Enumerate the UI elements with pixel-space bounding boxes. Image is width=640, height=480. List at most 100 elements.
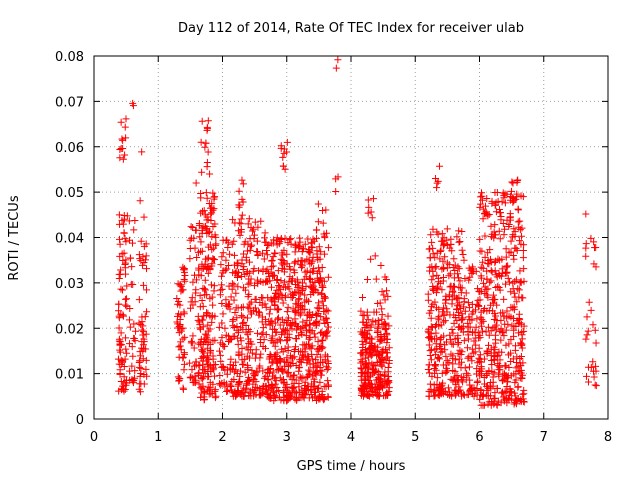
data-point: [223, 370, 231, 378]
data-point: [324, 244, 332, 252]
data-point: [244, 314, 252, 322]
data-point: [320, 277, 328, 285]
data-point: [197, 393, 205, 401]
data-point: [516, 355, 524, 363]
data-point: [209, 189, 217, 197]
data-point: [202, 189, 210, 197]
data-point: [256, 309, 264, 317]
data-point: [204, 373, 212, 381]
data-point: [436, 381, 444, 389]
data-point: [247, 298, 255, 306]
data-point: [206, 384, 214, 392]
data-point: [295, 282, 303, 290]
data-point: [298, 262, 306, 270]
data-point: [284, 368, 292, 376]
data-point: [373, 308, 381, 316]
data-point: [126, 254, 134, 262]
data-point: [440, 264, 448, 272]
data-point: [478, 189, 486, 197]
data-point: [435, 316, 443, 324]
data-point: [266, 305, 274, 313]
data-point: [432, 289, 440, 297]
data-point: [198, 168, 206, 176]
data-point: [443, 259, 451, 267]
data-point: [240, 263, 248, 271]
data-point: [496, 235, 504, 243]
data-point: [298, 279, 306, 287]
data-point: [495, 348, 503, 356]
data-point: [306, 249, 314, 257]
data-point: [491, 221, 499, 229]
data-point: [129, 99, 137, 107]
data-point: [271, 342, 279, 350]
data-point: [450, 375, 458, 383]
data-point: [323, 306, 331, 314]
data-point: [460, 295, 468, 303]
data-point: [257, 217, 265, 225]
data-point: [229, 216, 237, 224]
data-point: [432, 329, 440, 337]
data-point: [263, 251, 271, 259]
data-point: [212, 392, 220, 400]
data-point: [227, 293, 235, 301]
data-point: [211, 220, 219, 228]
data-point: [488, 197, 496, 205]
data-point: [364, 209, 372, 217]
data-point: [517, 340, 525, 348]
data-point: [496, 356, 504, 364]
data-point: [216, 381, 224, 389]
data-point: [135, 358, 143, 366]
data-point: [497, 316, 505, 324]
data-point: [314, 200, 322, 208]
data-point: [483, 370, 491, 378]
data-point: [492, 283, 500, 291]
data-point: [251, 304, 259, 312]
data-point: [518, 224, 526, 232]
data-point: [238, 389, 246, 397]
data-point: [502, 341, 510, 349]
data-point: [228, 240, 236, 248]
data-point: [377, 261, 385, 269]
data-point: [303, 316, 311, 324]
data-point: [438, 230, 446, 238]
data-point: [365, 377, 373, 385]
data-point: [304, 356, 312, 364]
data-point: [478, 196, 486, 204]
data-point: [238, 344, 246, 352]
axis-ticks: [93, 55, 609, 420]
data-point: [465, 304, 473, 312]
data-point: [117, 285, 125, 293]
data-point: [482, 285, 490, 293]
data-point: [367, 255, 375, 263]
data-point: [218, 285, 226, 293]
data-point: [221, 383, 229, 391]
data-point: [120, 249, 128, 257]
data-point: [250, 392, 258, 400]
data-point: [516, 217, 524, 225]
data-point: [237, 367, 245, 375]
data-point: [516, 267, 524, 275]
data-point: [281, 362, 289, 370]
data-point: [311, 333, 319, 341]
data-point: [519, 247, 527, 255]
data-point: [455, 299, 463, 307]
data-point: [494, 362, 502, 370]
data-point: [206, 325, 214, 333]
data-point: [262, 320, 270, 328]
data-point: [374, 316, 382, 324]
data-point: [238, 312, 246, 320]
data-point: [206, 349, 214, 357]
data-point: [138, 338, 146, 346]
data-point: [116, 240, 124, 248]
data-point: [125, 217, 133, 225]
data-point: [490, 369, 498, 377]
data-point: [494, 255, 502, 263]
data-point: [194, 370, 202, 378]
data-point: [176, 375, 184, 383]
data-point: [451, 391, 459, 399]
data-point: [288, 375, 296, 383]
data-point: [499, 220, 507, 228]
data-point: [371, 252, 379, 260]
data-point: [301, 291, 309, 299]
data-point: [219, 267, 227, 275]
